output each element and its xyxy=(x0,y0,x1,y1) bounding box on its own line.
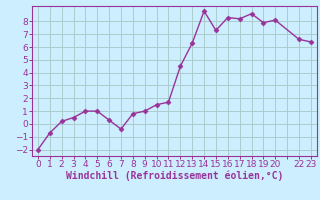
X-axis label: Windchill (Refroidissement éolien,°C): Windchill (Refroidissement éolien,°C) xyxy=(66,171,283,181)
